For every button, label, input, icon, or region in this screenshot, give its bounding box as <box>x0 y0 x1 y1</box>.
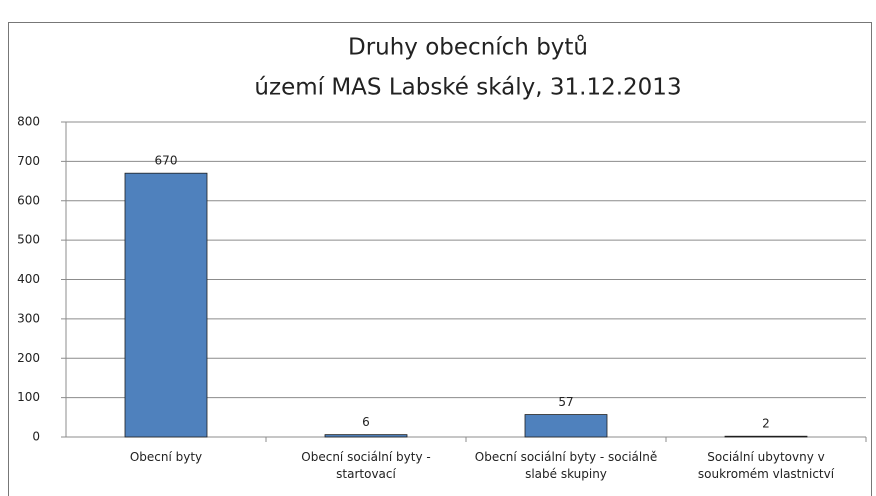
y-tick-label: 800 <box>17 115 40 129</box>
y-tick-label: 500 <box>17 233 40 247</box>
chart-title: Druhy obecních bytů <box>348 34 588 61</box>
y-tick-label: 600 <box>17 193 40 207</box>
y-tick-label: 100 <box>17 390 40 404</box>
y-tick-label: 300 <box>17 311 40 325</box>
value-label: 57 <box>558 395 573 409</box>
bar <box>124 172 208 438</box>
value-label: 2 <box>762 417 770 431</box>
x-tick-label-box: Sociální ubytovny v soukromém vlastnictv… <box>697 450 835 481</box>
x-tick-label: Sociální ubytovny v soukromém vlastnictv… <box>697 450 835 481</box>
x-tick-label-box: Obecní sociální byty - startovací <box>301 450 431 481</box>
y-tick-label: 700 <box>17 154 40 168</box>
x-tick-label-box: Obecní sociální byty - sociálně slabé sk… <box>474 450 658 481</box>
y-tick-label: 0 <box>32 430 40 444</box>
y-tick-label: 400 <box>17 272 40 286</box>
value-label: 6 <box>362 415 370 429</box>
x-tick-label-box: Obecní byty <box>129 450 203 464</box>
y-tick-label: 200 <box>17 351 40 365</box>
x-tick-label: Obecní sociální byty - sociálně slabé sk… <box>474 450 658 481</box>
bar <box>324 434 408 438</box>
x-tick-label: Obecní byty <box>129 450 203 464</box>
value-label: 670 <box>155 154 178 168</box>
x-tick-label: Obecní sociální byty - startovací <box>301 450 431 481</box>
bar <box>724 435 808 438</box>
chart-subtitle: území MAS Labské skály, 31.12.2013 <box>254 75 681 101</box>
bar <box>524 414 608 438</box>
